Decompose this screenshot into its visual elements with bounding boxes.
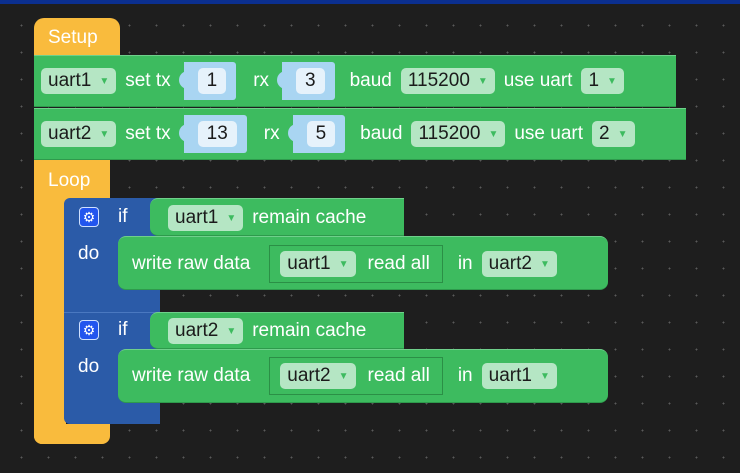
read-all-label: read all (367, 253, 430, 274)
tx-socket: 1 (178, 62, 237, 100)
dropdown-arrow-icon: ▼ (226, 325, 237, 337)
read-port-dropdown[interactable]: uart2 ▼ (280, 363, 356, 389)
rx-label: rx (263, 123, 280, 144)
rx-socket: 5 (287, 115, 346, 153)
target-value: uart2 (488, 253, 532, 274)
in-label: in (457, 253, 473, 274)
port-dropdown[interactable]: uart2 ▼ (41, 121, 117, 147)
uart-dropdown[interactable]: 2 ▼ (592, 121, 635, 147)
cond-port-value: uart1 (175, 207, 219, 228)
port-dropdown[interactable]: uart1 ▼ (41, 68, 117, 94)
write-row-2: write raw data uart2 ▼ read all in uart1 ▼ (132, 357, 557, 395)
baud-value: 115200 (407, 70, 470, 91)
uart-value: 1 (588, 70, 600, 91)
target-value: uart1 (488, 365, 532, 386)
in-label: in (457, 365, 473, 386)
setup-block[interactable] (34, 18, 120, 58)
write-row-1: write raw data uart1 ▼ read all in uart2 ▼ (132, 245, 557, 283)
uart-config-row-2: uart2 ▼ set tx 13 rx 5 baud 115200 ▼ use u… (41, 115, 635, 153)
read-all-label: read all (367, 365, 430, 386)
do-label: do (78, 243, 100, 264)
read-all-block[interactable]: uart2 ▼ read all (269, 357, 443, 395)
tx-socket: 13 (178, 115, 247, 153)
rx-socket: 3 (277, 62, 335, 100)
dropdown-arrow-icon: ▼ (617, 128, 628, 140)
target-dropdown[interactable]: uart1 ▼ (481, 363, 557, 389)
setup-label: Setup (48, 27, 98, 48)
read-port-value: uart2 (287, 365, 331, 386)
uart-config-row-1: uart1 ▼ set tx 1 rx 3 baud 115200 ▼ use ua… (41, 62, 624, 100)
do-label: do (78, 356, 100, 377)
write-raw-data-label: write raw data (132, 365, 251, 386)
if-label: if (118, 206, 128, 227)
write-raw-data-label: write raw data (132, 253, 251, 274)
dropdown-arrow-icon: ▼ (539, 370, 550, 382)
set-tx-label: set tx (125, 70, 171, 91)
baud-label: baud (349, 70, 392, 91)
dropdown-arrow-icon: ▼ (338, 258, 349, 270)
uart-config-block-2[interactable] (34, 108, 686, 160)
loop-label: Loop (48, 170, 91, 191)
read-port-value: uart1 (287, 253, 331, 274)
uart-config-block-1[interactable] (34, 55, 676, 107)
port-value: uart1 (48, 70, 92, 91)
dropdown-arrow-icon: ▼ (338, 370, 349, 382)
dropdown-arrow-icon: ▼ (607, 75, 617, 87)
dropdown-arrow-icon: ▼ (99, 128, 110, 140)
rx-label: rx (253, 70, 270, 91)
remain-cache-label: remain cache (252, 320, 367, 341)
dropdown-arrow-icon: ▼ (477, 75, 488, 87)
baud-label: baud (360, 123, 403, 144)
rx-input[interactable]: 5 (306, 121, 336, 147)
read-all-block[interactable]: uart1 ▼ read all (269, 245, 443, 283)
port-value: uart2 (48, 123, 92, 144)
dropdown-arrow-icon: ▼ (488, 128, 499, 140)
loop-arm (34, 198, 66, 444)
gear-icon[interactable]: ⚙ (79, 320, 99, 340)
loop-block[interactable] (34, 160, 110, 200)
baud-dropdown[interactable]: 115200 ▼ (400, 68, 495, 94)
target-dropdown[interactable]: uart2 ▼ (481, 251, 557, 277)
dropdown-arrow-icon: ▼ (226, 212, 237, 224)
condition-row-2: uart2 ▼ remain cache (168, 318, 366, 344)
top-bar (0, 0, 740, 4)
baud-value: 115200 (418, 123, 481, 144)
dropdown-arrow-icon: ▼ (539, 258, 550, 270)
set-tx-label: set tx (125, 123, 171, 144)
baud-dropdown[interactable]: 115200 ▼ (411, 121, 506, 147)
dropdown-arrow-icon: ▼ (99, 75, 110, 87)
if-label: if (118, 319, 128, 340)
gear-icon[interactable]: ⚙ (79, 207, 99, 227)
rx-input[interactable]: 3 (296, 68, 325, 94)
read-port-dropdown[interactable]: uart1 ▼ (280, 251, 356, 277)
condition-row-1: uart1 ▼ remain cache (168, 205, 366, 231)
remain-cache-label: remain cache (252, 207, 367, 228)
cond-port-value: uart2 (175, 320, 219, 341)
cond-port-dropdown[interactable]: uart2 ▼ (168, 318, 244, 344)
tx-input[interactable]: 13 (197, 121, 237, 147)
uart-dropdown[interactable]: 1 ▼ (581, 68, 624, 94)
loop-bottom (34, 424, 110, 444)
use-uart-label: use uart (514, 123, 584, 144)
use-uart-label: use uart (503, 70, 573, 91)
cond-port-dropdown[interactable]: uart1 ▼ (168, 205, 244, 231)
tx-input[interactable]: 1 (197, 68, 227, 94)
uart-value: 2 (599, 123, 610, 144)
